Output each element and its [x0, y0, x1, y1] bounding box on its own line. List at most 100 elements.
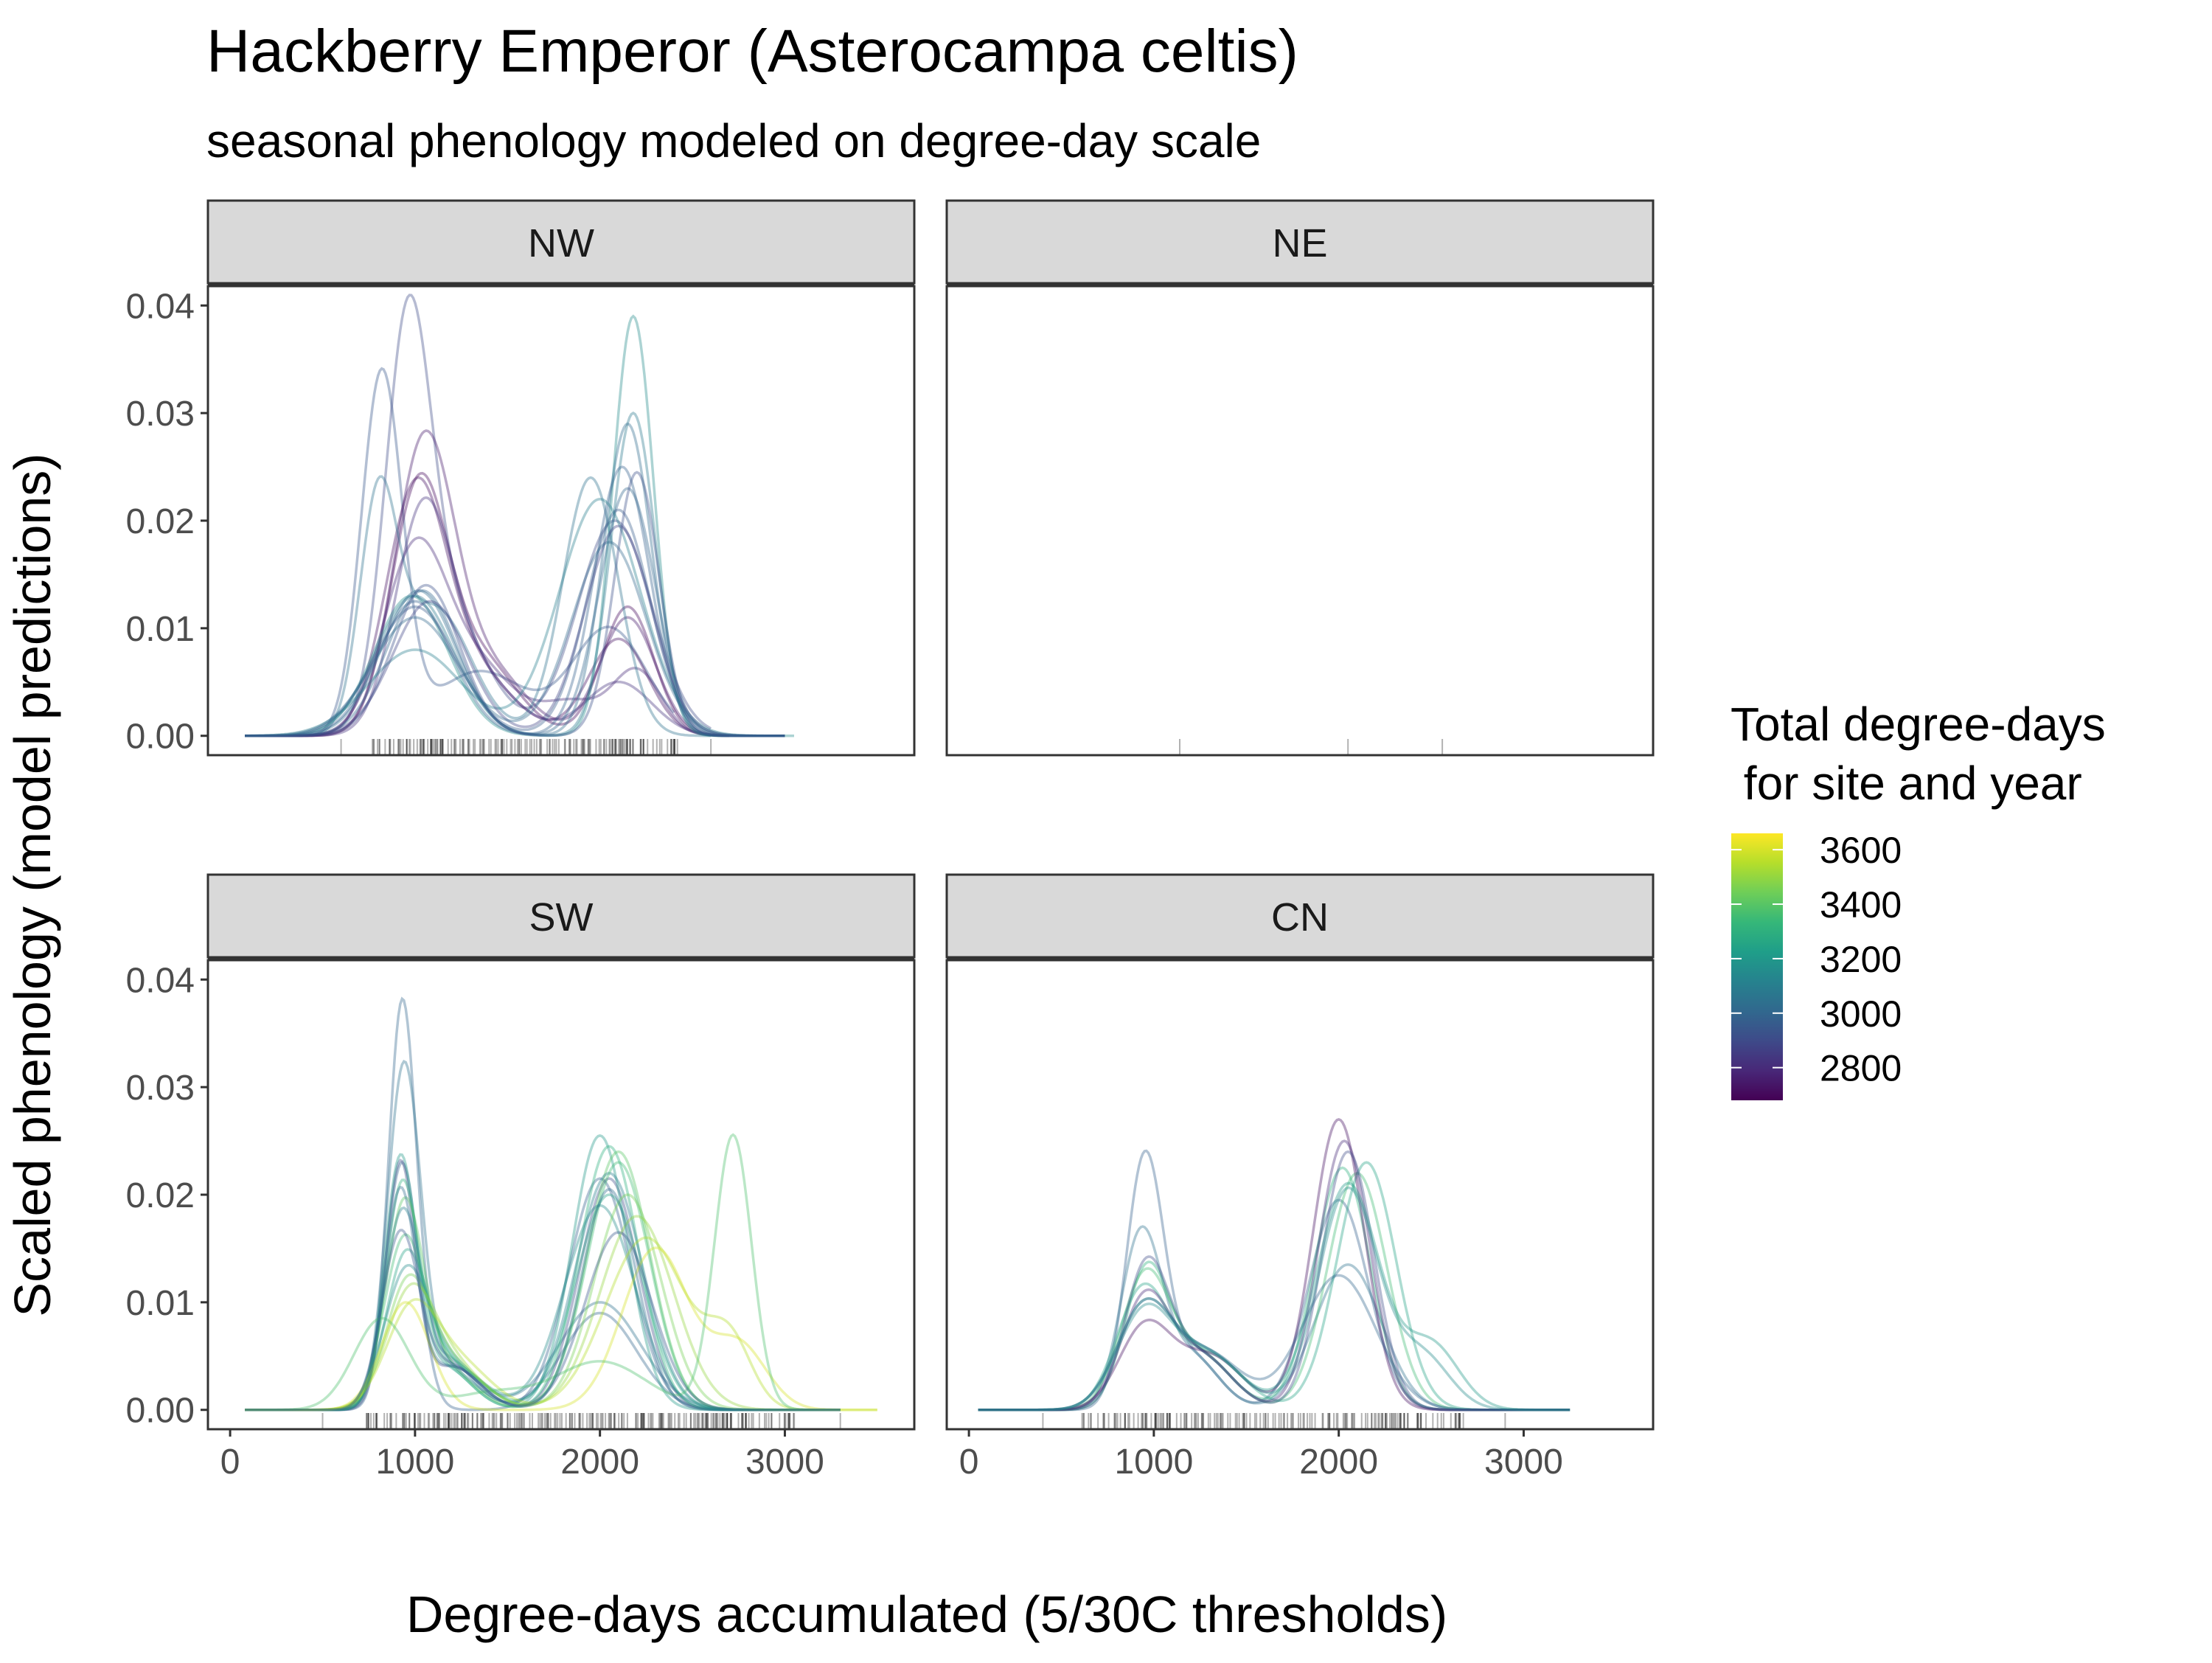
series-line — [245, 1160, 841, 1412]
rug-marks — [321, 1413, 841, 1429]
series-line — [245, 498, 785, 737]
rug-marks — [1042, 1413, 1506, 1429]
panel-ne: NE — [945, 199, 1655, 757]
series-line — [245, 1229, 841, 1412]
series-line — [245, 1060, 841, 1412]
series-line — [245, 476, 730, 737]
x-tick-label: 0 — [220, 1442, 240, 1482]
series-line — [245, 496, 730, 737]
rug-marks — [1178, 739, 1444, 755]
y-tick-label: 0.04 — [126, 287, 195, 326]
chart-title: Hackberry Emperor (Asterocampa celtis) — [206, 18, 1298, 85]
series-line — [245, 1159, 841, 1412]
legend-tick-label: 2800 — [1820, 1048, 1902, 1089]
series-line — [245, 1185, 841, 1412]
facet-strip-label: NW — [528, 221, 594, 265]
series-line — [245, 367, 675, 737]
series-line — [245, 471, 785, 737]
legend-colorbar — [1731, 833, 1783, 1100]
color-legend: Total degree-days for site and year 2800… — [1731, 698, 2106, 1100]
facet-strip-label: SW — [529, 895, 594, 940]
series-line — [245, 412, 785, 737]
series-line — [978, 1139, 1571, 1412]
series-line — [978, 1181, 1571, 1412]
series-line — [245, 475, 712, 737]
series-line — [245, 1246, 877, 1412]
series-line — [245, 429, 730, 737]
x-tick-label: 1000 — [375, 1442, 454, 1482]
panel-border — [945, 959, 1655, 1431]
series-line — [245, 541, 785, 737]
series-line — [245, 471, 730, 737]
series-group — [245, 996, 877, 1412]
series-line — [245, 314, 794, 737]
y-tick-label: 0.02 — [126, 1176, 195, 1215]
series-line — [245, 1215, 841, 1412]
facet-strip-label: NE — [1272, 221, 1327, 265]
y-tick-label: 0.00 — [126, 1392, 195, 1431]
panel-cn: CN 0 1000 2000 3000 — [945, 873, 1655, 1482]
series-line — [978, 1149, 1571, 1412]
series-line — [245, 1236, 877, 1412]
facet-strip — [206, 199, 916, 285]
y-tick-label: 0.01 — [126, 610, 195, 649]
series-line — [978, 1166, 1571, 1412]
series-line — [978, 1118, 1571, 1412]
series-line — [245, 422, 785, 737]
rug-marks — [340, 739, 712, 755]
y-axis-label: Scaled phenology (model predictions) — [4, 453, 61, 1316]
y-tick-label: 0.04 — [126, 961, 195, 1000]
y-tick-label: 0.03 — [126, 395, 195, 434]
series-group — [245, 294, 794, 737]
x-tick-label: 1000 — [1114, 1442, 1193, 1482]
legend-tick-label: 3600 — [1820, 830, 1902, 871]
panel-nw: NW 0.00 0.01 0.02 0.03 0.04 — [126, 199, 916, 757]
series-line — [245, 294, 712, 737]
series-line — [978, 1150, 1571, 1412]
x-tick-label: 3000 — [745, 1442, 824, 1482]
series-line — [245, 1133, 841, 1412]
series-group — [978, 1118, 1571, 1412]
series-line — [245, 1161, 841, 1412]
series-line — [978, 1186, 1571, 1412]
series-line — [245, 1145, 841, 1412]
legend-tick-label: 3400 — [1820, 884, 1902, 926]
series-line — [978, 1274, 1571, 1412]
x-tick-label: 2000 — [560, 1442, 639, 1482]
facet-strip — [945, 199, 1655, 285]
y-tick-label: 0.03 — [126, 1069, 195, 1108]
series-line — [245, 536, 730, 737]
facet-strip — [206, 873, 916, 959]
y-tick-label: 0.02 — [126, 502, 195, 541]
facet-panels: NW 0.00 0.01 0.02 0.03 0.04 NE SW 0.00 0.01 0.02 0.… — [126, 199, 1655, 1482]
legend-ticks: 2800 3000 3200 3400 3600 — [1731, 830, 1902, 1089]
series-line — [245, 1193, 841, 1412]
x-tick-label: 0 — [959, 1442, 979, 1482]
y-tick-label: 0.01 — [126, 1284, 195, 1323]
x-axis-label: Degree-days accumulated (5/30C threshold… — [406, 1586, 1447, 1643]
series-line — [245, 1150, 841, 1412]
facet-strip-label: CN — [1271, 895, 1329, 940]
series-line — [978, 1225, 1571, 1412]
series-line — [245, 996, 841, 1412]
series-line — [245, 524, 785, 737]
y-tick-label: 0.00 — [126, 718, 195, 757]
legend-title-line-1: Total degree-days — [1731, 698, 2106, 751]
panel-border — [945, 285, 1655, 757]
series-line — [245, 1133, 841, 1412]
legend-tick-label: 3000 — [1820, 993, 1902, 1035]
facet-strip — [945, 873, 1655, 959]
series-line — [978, 1161, 1571, 1412]
legend-tick-label: 3200 — [1820, 939, 1902, 980]
legend-title-line-2: for site and year — [1731, 757, 2082, 810]
series-line — [245, 1172, 841, 1412]
series-line — [245, 1204, 841, 1412]
series-line — [245, 487, 785, 737]
series-line — [978, 1171, 1571, 1412]
x-tick-label: 3000 — [1484, 1442, 1563, 1482]
series-line — [245, 508, 785, 737]
chart-subtitle: seasonal phenology modeled on degree-day… — [206, 114, 1261, 167]
x-tick-label: 2000 — [1299, 1442, 1378, 1482]
